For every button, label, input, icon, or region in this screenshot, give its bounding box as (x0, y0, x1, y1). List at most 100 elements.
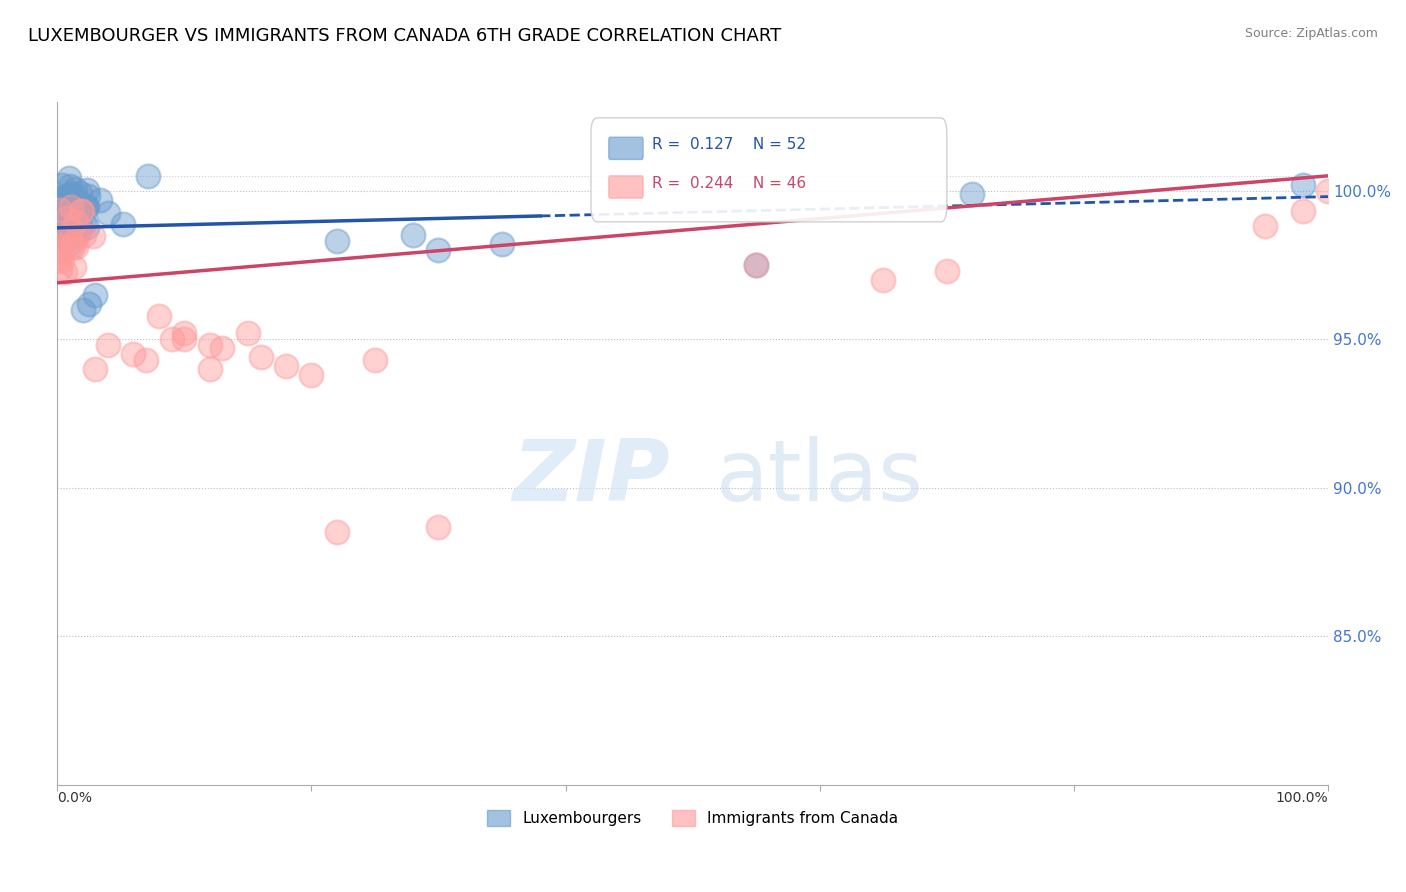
Point (173, 326, 195, 341)
Point (69, 216, 91, 230)
Point (49, 251, 72, 265)
Point (69, 204, 91, 219)
Text: 100.0%: 100.0% (1275, 791, 1329, 805)
Point (364, 353, 387, 368)
Point (97, 338, 120, 352)
Point (935, 264, 957, 278)
Point (58, 204, 80, 219)
Point (299, 368, 322, 382)
Point (427, 243, 450, 257)
Point (67, 228, 90, 243)
Point (48, 216, 70, 230)
Point (49, 237, 72, 252)
Point (326, 234, 349, 248)
Point (53, 222, 76, 236)
Point (59, 178, 82, 193)
Point (135, 353, 157, 368)
Point (55, 193, 77, 207)
Text: ZIP: ZIP (512, 436, 669, 519)
Point (51, 191, 73, 205)
Point (55, 211, 77, 225)
Point (65, 215, 87, 229)
Point (136, 169, 159, 183)
Point (112, 217, 135, 231)
Point (1292, 178, 1315, 192)
Point (122, 347, 145, 361)
Point (326, 525, 349, 540)
Point (872, 273, 894, 287)
Text: atlas: atlas (716, 436, 924, 519)
Point (76, 219, 98, 234)
Point (59, 217, 82, 231)
Point (59, 235, 82, 250)
Point (173, 332, 195, 346)
Point (51, 254, 73, 268)
Point (48, 244, 70, 259)
Text: R =  0.244    N = 46: R = 0.244 N = 46 (652, 176, 806, 191)
Point (62, 238, 84, 252)
Point (236, 326, 259, 341)
Point (60, 200, 83, 214)
Point (148, 309, 170, 323)
Point (60, 223, 83, 237)
Point (82, 228, 104, 243)
Point (56, 203, 79, 218)
Point (745, 258, 768, 272)
Point (63, 182, 86, 196)
Point (745, 258, 768, 272)
Text: 0.0%: 0.0% (58, 791, 93, 805)
Text: R =  0.127    N = 52: R = 0.127 N = 52 (652, 137, 806, 152)
Point (198, 338, 221, 352)
Point (249, 350, 271, 364)
Point (53, 265, 76, 279)
Point (97, 206, 120, 220)
Point (72, 204, 94, 219)
Text: LUXEMBOURGER VS IMMIGRANTS FROM CANADA 6TH GRADE CORRELATION CHART: LUXEMBOURGER VS IMMIGRANTS FROM CANADA 6… (28, 27, 782, 45)
Point (1292, 204, 1315, 219)
Point (59, 187, 82, 202)
Point (211, 341, 233, 355)
Point (274, 359, 297, 373)
Text: Source: ZipAtlas.com: Source: ZipAtlas.com (1244, 27, 1378, 40)
Point (73, 217, 96, 231)
Point (59, 204, 82, 219)
Point (69, 186, 91, 200)
Point (49, 240, 72, 254)
Point (76, 183, 98, 197)
Point (84, 287, 107, 301)
FancyBboxPatch shape (609, 176, 643, 198)
Legend: Luxembourgers, Immigrants from Canada: Luxembourgers, Immigrants from Canada (481, 804, 904, 832)
FancyBboxPatch shape (591, 118, 946, 222)
Point (69, 202, 91, 216)
Point (49, 202, 72, 217)
Point (62, 220, 84, 235)
Point (84, 362, 107, 376)
Point (402, 228, 425, 243)
Point (77, 296, 100, 310)
Point (1317, 184, 1340, 198)
Point (53, 230, 76, 244)
Point (49, 262, 72, 277)
Point (56, 229, 79, 244)
Point (89, 193, 111, 207)
Point (1253, 219, 1275, 234)
Point (63, 260, 86, 274)
Point (198, 362, 221, 376)
Point (63, 188, 86, 202)
Point (52, 208, 75, 222)
Point (427, 519, 450, 533)
Point (52, 211, 75, 225)
Point (73, 227, 96, 242)
Point (160, 332, 183, 346)
Point (55, 189, 77, 203)
Point (65, 240, 87, 254)
Point (72, 302, 94, 317)
Point (491, 237, 513, 252)
Point (48, 197, 70, 211)
Point (51, 178, 73, 193)
Point (67, 224, 90, 238)
Point (58, 171, 80, 186)
Point (62, 228, 84, 243)
Point (72, 198, 94, 212)
Point (60, 190, 83, 204)
